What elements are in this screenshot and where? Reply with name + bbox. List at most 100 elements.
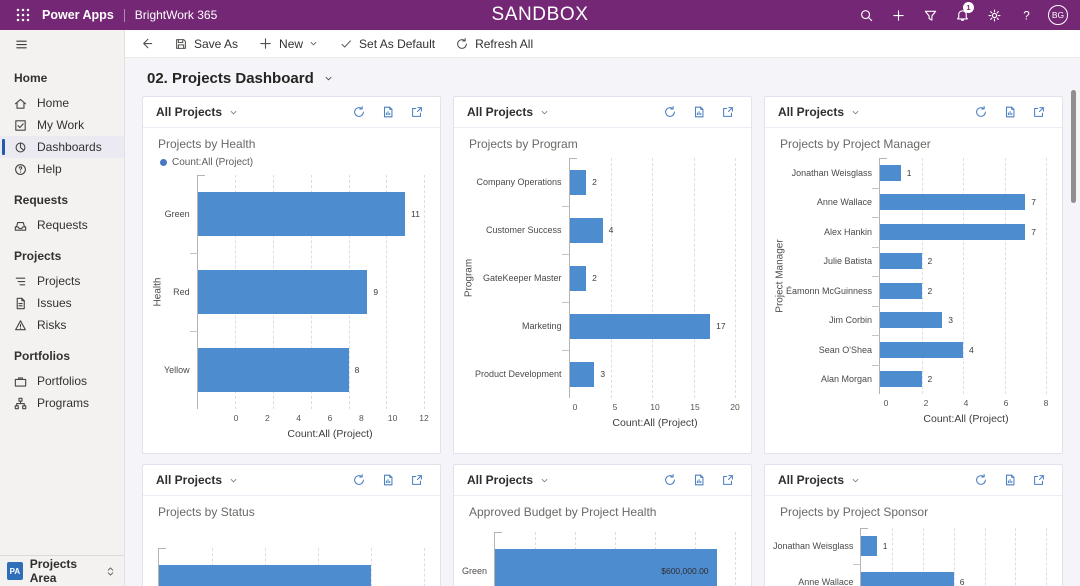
save-as-button[interactable]: Save As: [164, 30, 248, 57]
popout-button[interactable]: [717, 102, 738, 122]
chart-bar[interactable]: [197, 348, 349, 392]
sidebar-item-programs[interactable]: Programs: [0, 392, 124, 414]
page-title: 02. Projects Dashboard: [147, 70, 314, 87]
filter-button[interactable]: [916, 1, 944, 29]
x-tick-label: 0: [883, 398, 889, 408]
chart-bar[interactable]: [569, 361, 595, 387]
refresh-button[interactable]: [659, 470, 680, 490]
view-selector[interactable]: All Projects: [156, 473, 239, 487]
report-button[interactable]: [688, 470, 709, 490]
popout-button[interactable]: [1028, 470, 1049, 490]
refresh-button[interactable]: [970, 102, 991, 122]
chart-bar[interactable]: [569, 265, 587, 291]
view-selector[interactable]: All Projects: [778, 105, 861, 119]
chart-bar[interactable]: [880, 164, 901, 181]
sidebar-item-my-work[interactable]: My Work: [0, 114, 124, 136]
sidebar-item-issues[interactable]: Issues: [0, 292, 124, 314]
search-icon: [859, 8, 874, 23]
chart-bar[interactable]: [861, 536, 877, 556]
legend-label: Count:All (Project): [172, 157, 254, 168]
sidebar-item-risks[interactable]: Risks: [0, 314, 124, 336]
back-button[interactable]: [127, 30, 164, 57]
report-button[interactable]: [999, 470, 1020, 490]
chart-bar[interactable]: [880, 371, 922, 388]
sidebar-item-help[interactable]: Help: [0, 158, 124, 180]
chevron-down-icon: [850, 107, 861, 118]
chevron-down-icon: [228, 475, 239, 486]
bar-value-label: $600,000.00: [661, 566, 709, 576]
refresh-button[interactable]: [348, 470, 369, 490]
sidebar-item-portfolios[interactable]: Portfolios: [0, 370, 124, 392]
sidebar-item-projects[interactable]: Projects: [0, 270, 124, 292]
report-button[interactable]: [377, 470, 398, 490]
category-label: Yellow: [164, 365, 190, 375]
dashboard-selector[interactable]: 02. Projects Dashboard: [147, 70, 334, 87]
x-axis-title: Count:All (Project): [923, 413, 1009, 425]
app-header: Power Apps BrightWork 365 SANDBOX 1? BG: [0, 0, 1080, 30]
notification-badge: 1: [963, 2, 974, 13]
chart-bar-row: [159, 548, 424, 586]
settings-button[interactable]: [980, 1, 1008, 29]
chart-card: All Projects Projects by Project Sponsor…: [764, 464, 1063, 586]
sidebar-item-home[interactable]: Home: [0, 92, 124, 114]
chart-bar[interactable]: [861, 572, 954, 586]
app-name[interactable]: BrightWork 365: [134, 8, 218, 22]
set-as-default-button[interactable]: Set As Default: [329, 30, 445, 57]
refresh-button[interactable]: [348, 102, 369, 122]
chart-bar-row: 1: [861, 528, 1046, 564]
view-selector[interactable]: All Projects: [778, 473, 861, 487]
content-area: Save As New Set As Default Refresh All 02. …: [125, 30, 1080, 586]
chart-bar[interactable]: [197, 270, 368, 314]
report-button[interactable]: [688, 102, 709, 122]
chart-bar[interactable]: [880, 282, 922, 299]
menu-toggle-button[interactable]: [8, 31, 34, 57]
view-selector[interactable]: All Projects: [467, 473, 550, 487]
refresh-button[interactable]: [659, 102, 680, 122]
account-button[interactable]: BG: [1044, 1, 1072, 29]
view-selector[interactable]: All Projects: [467, 105, 550, 119]
chart-bar[interactable]: [880, 341, 964, 358]
refresh-button[interactable]: [970, 470, 991, 490]
chart-bar[interactable]: [880, 312, 943, 329]
popout-button[interactable]: [1028, 102, 1049, 122]
waffle-icon[interactable]: [8, 0, 38, 30]
chart-bar[interactable]: [880, 223, 1026, 240]
add-button[interactable]: [884, 1, 912, 29]
category-label: Green: [164, 209, 190, 219]
search-button[interactable]: [852, 1, 880, 29]
x-tick-label: 8: [1043, 398, 1049, 408]
notifications-button[interactable]: 1: [948, 1, 976, 29]
category-label: Customer Success: [486, 225, 562, 235]
chevron-up-down-icon: [104, 565, 117, 578]
view-selector[interactable]: All Projects: [156, 105, 239, 119]
chart-bar[interactable]: [569, 313, 711, 339]
gridline: [963, 158, 965, 394]
chart-bar[interactable]: [495, 549, 717, 586]
report-button[interactable]: [377, 102, 398, 122]
sidebar-item-dashboards[interactable]: Dashboards: [0, 136, 124, 158]
plot-area: $600,000.00: [494, 532, 736, 586]
area-switcher[interactable]: PA Projects Area: [0, 555, 124, 586]
chart-bar[interactable]: [880, 253, 922, 270]
chart-bar[interactable]: [569, 169, 587, 195]
chart-card-header: All Projects: [143, 465, 440, 496]
popout-button[interactable]: [406, 470, 427, 490]
chart-bar[interactable]: [159, 565, 371, 586]
sidebar-nav: Home Home My Work Dashboards Help Requests Req…: [0, 58, 124, 555]
chart-card-header: All Projects: [454, 465, 751, 496]
chart-bar[interactable]: [197, 192, 406, 236]
help-q-button[interactable]: ?: [1012, 1, 1040, 29]
new-button[interactable]: New: [248, 30, 329, 57]
refresh-all-button[interactable]: Refresh All: [445, 30, 543, 57]
chart-bar[interactable]: [880, 194, 1026, 211]
axis-separator: [561, 302, 570, 303]
risks-icon: [13, 318, 28, 333]
report-button[interactable]: [999, 102, 1020, 122]
sidebar-item-requests[interactable]: Requests: [0, 214, 124, 236]
popout-button[interactable]: [406, 102, 427, 122]
popout-button[interactable]: [717, 470, 738, 490]
card-actions: [659, 102, 738, 122]
vertical-scrollbar[interactable]: [1071, 90, 1076, 203]
issues-icon: [13, 296, 28, 311]
chart-bar[interactable]: [569, 217, 603, 243]
